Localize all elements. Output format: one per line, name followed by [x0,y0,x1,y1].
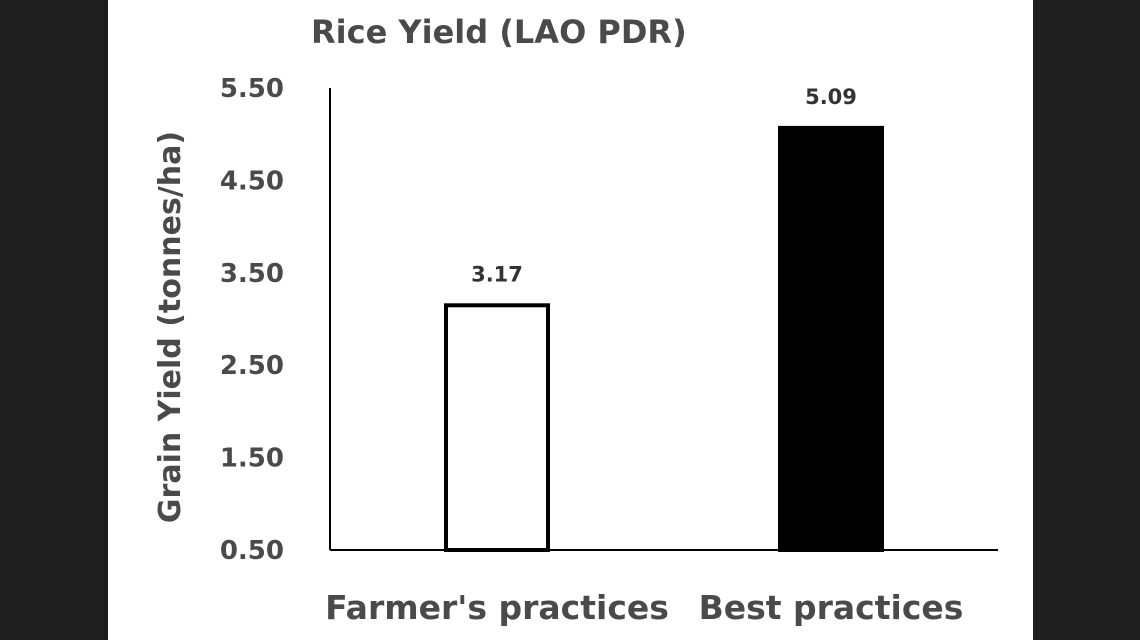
bar-2 [778,125,884,552]
data-label: 5.09 [805,85,857,109]
y-tick-label: 4.50 [220,166,284,196]
chart-panel: Rice Yield (LAO PDR) Grain Yield (tonnes… [108,0,1033,640]
y-tick-label: 5.50 [220,74,284,104]
x-tick-label: Best practices [699,588,964,627]
bar-1 [444,303,550,552]
bar-chart: Rice Yield (LAO PDR) Grain Yield (tonnes… [153,13,998,627]
y-tick-label: 2.50 [220,351,284,381]
y-tick-label: 1.50 [220,444,284,474]
chart-title: Rice Yield (LAO PDR) [311,13,687,51]
data-label: 3.17 [471,262,523,286]
y-tick-label: 0.50 [220,536,284,566]
x-tick-label: Farmer's practices [325,588,669,627]
y-axis-label: Grain Yield (tonnes/ha) [153,131,188,523]
y-tick-label: 3.50 [220,259,284,289]
